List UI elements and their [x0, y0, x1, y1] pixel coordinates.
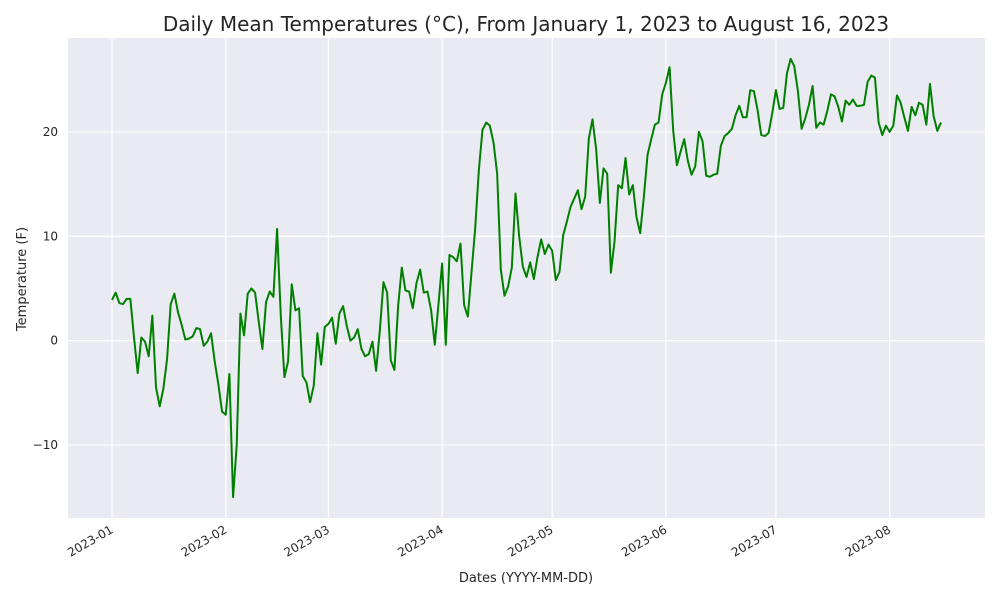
y-tick-label: −10 — [33, 438, 58, 452]
x-tick-label: 2023-01 — [65, 522, 115, 559]
y-tick-label: 0 — [50, 334, 58, 348]
x-tick-label: 2023-06 — [619, 522, 669, 559]
x-tick-label: 2023-05 — [505, 522, 555, 559]
y-axis-label: Temperature (F) — [15, 227, 30, 332]
y-tick-label: 10 — [43, 229, 58, 243]
x-tick-label: 2023-07 — [729, 522, 779, 559]
x-tick-label: 2023-02 — [179, 522, 229, 559]
x-tick-label: 2023-03 — [282, 522, 332, 559]
y-tick-label: 20 — [43, 125, 58, 139]
x-axis-label: Dates (YYYY-MM-DD) — [459, 571, 593, 586]
chart-title: Daily Mean Temperatures (°C), From Janua… — [163, 12, 889, 36]
plot-area — [68, 38, 985, 518]
x-tick-label: 2023-08 — [843, 522, 893, 559]
x-tick-label: 2023-04 — [395, 522, 445, 559]
